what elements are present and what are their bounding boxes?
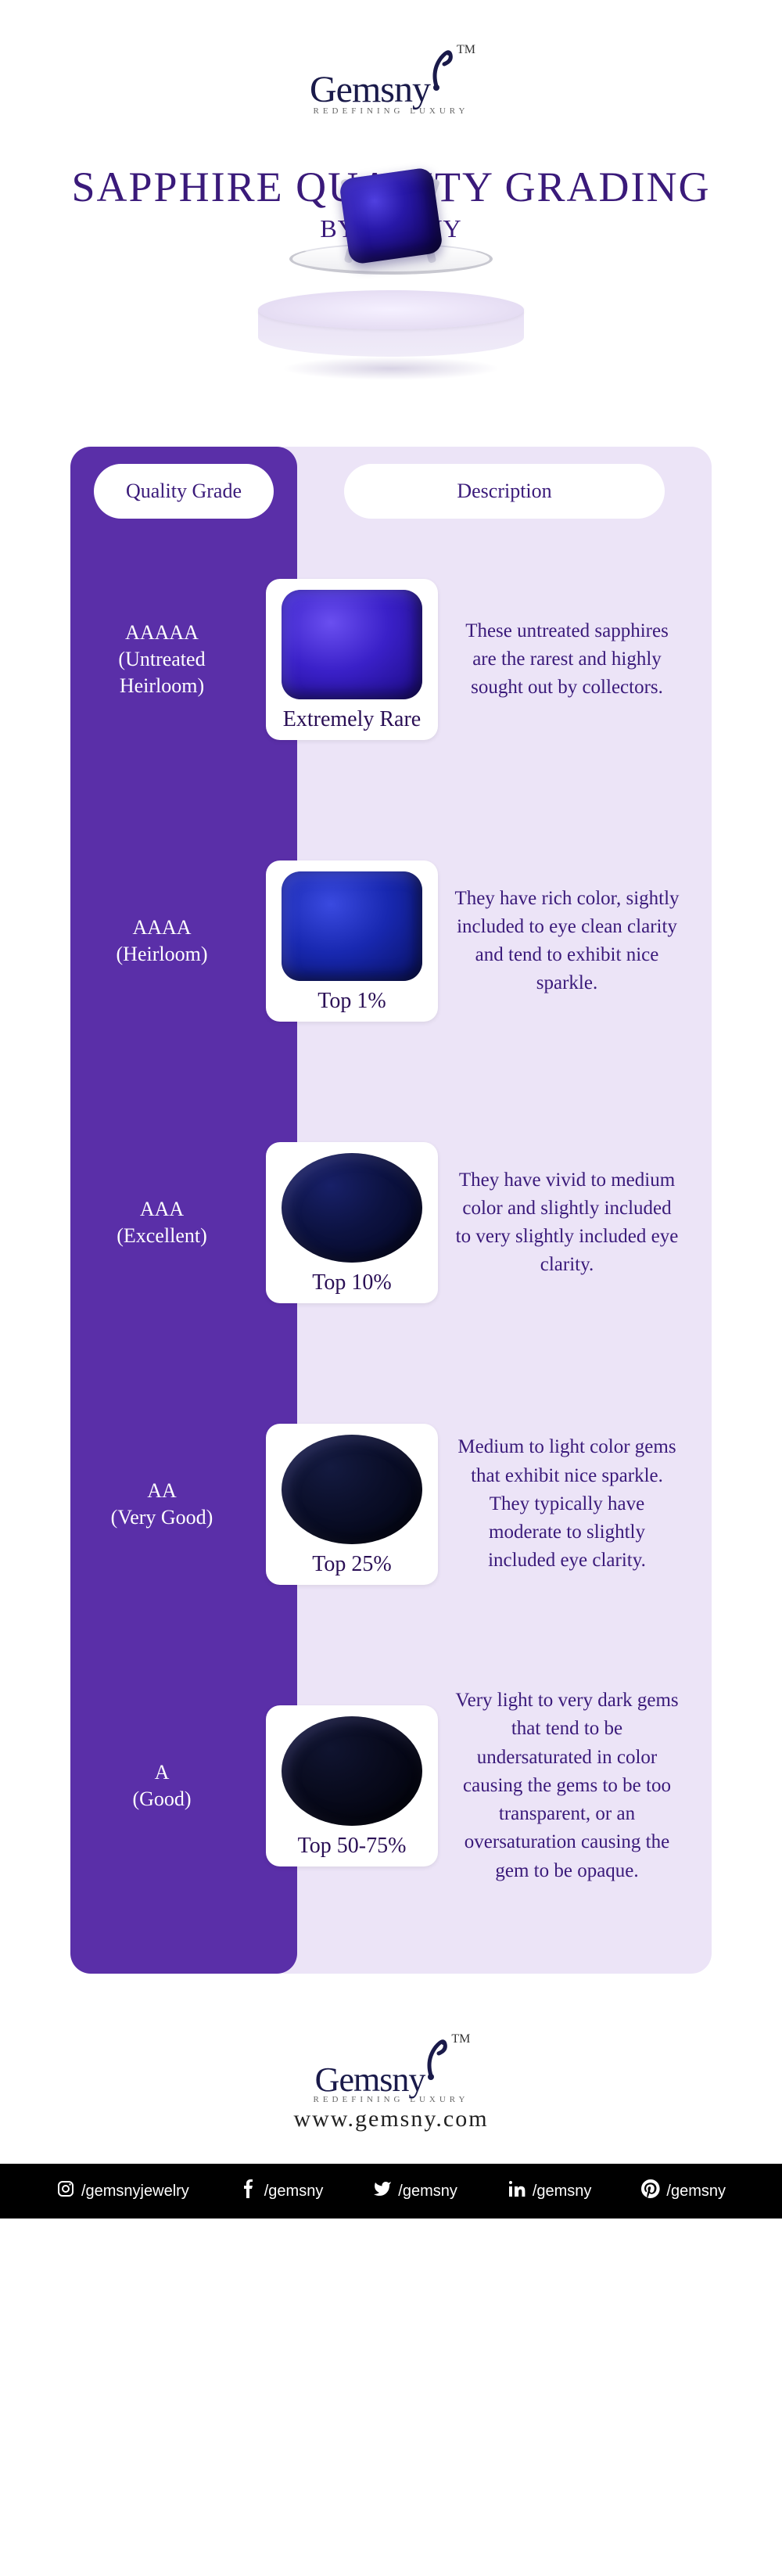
social-link-twitter[interactable]: /gemsny — [373, 2179, 457, 2203]
grade-description: Very light to very dark gems that tend t… — [454, 1687, 680, 1885]
grade-label: AA(Very Good) — [88, 1478, 236, 1531]
grade-label: AAAAA(Untreated Heirloom) — [88, 620, 236, 699]
gem-card: Top 10% — [266, 1142, 438, 1303]
linkedin-icon — [508, 2179, 526, 2203]
grade-code: AA — [88, 1478, 236, 1504]
gem-card: Top 25% — [266, 1424, 438, 1585]
grade-description: These untreated sapphires are the rarest… — [454, 617, 680, 702]
social-link-facebook[interactable]: /gemsny — [239, 2179, 324, 2203]
social-bar: /gemsnyjewelry/gemsny/gemsny/gemsny/gems… — [0, 2164, 782, 2219]
grade-row-left: AAA(Excellent)Top 10% — [70, 1082, 297, 1363]
social-link-linkedin[interactable]: /gemsny — [508, 2179, 592, 2203]
social-handle: /gemsny — [666, 2183, 726, 2201]
twitter-icon — [373, 2179, 392, 2203]
brand-name: Gemsny — [310, 68, 430, 111]
grade-row-left: AAAA(Heirloom)Top 1% — [70, 800, 297, 1082]
trademark-symbol: TM — [457, 43, 475, 56]
gem-illustration — [282, 871, 422, 981]
social-handle: /gemsny — [398, 2183, 457, 2201]
grade-description: They have rich color, sightly included t… — [454, 885, 680, 998]
grade-sublabel: (Good) — [88, 1786, 236, 1813]
grade-label: AAA(Excellent) — [88, 1196, 236, 1249]
social-link-instagram[interactable]: /gemsnyjewelry — [56, 2179, 189, 2203]
gem-illustration — [282, 1435, 422, 1544]
instagram-icon — [56, 2179, 75, 2203]
grade-label: A(Good) — [88, 1759, 236, 1813]
footer-url: www.gemsny.com — [0, 2106, 782, 2164]
gem-caption: Top 50-75% — [277, 1834, 427, 1859]
grading-table: Quality Grade AAAAA(Untreated Heirloom)E… — [70, 447, 712, 1974]
infographic-page: GemsnyTM REDEFINING LUXURY SAPPHIRE QUAL… — [0, 0, 782, 2219]
footer-brand-name: Gemsny — [315, 2060, 425, 2100]
pinterest-icon — [641, 2179, 660, 2203]
grade-row-left: AAAAA(Untreated Heirloom)Extremely Rare — [70, 519, 297, 800]
grade-sublabel: (Heirloom) — [88, 941, 236, 968]
social-handle: /gemsnyjewelry — [81, 2183, 189, 2201]
gem-card: Extremely Rare — [266, 579, 438, 740]
hero-sapphire-gem — [339, 167, 443, 265]
grade-description: Medium to light color gems that exhibit … — [454, 1433, 680, 1575]
social-handle: /gemsny — [264, 2183, 324, 2201]
footer-logo-block: GemsnyTM REDEFINING LUXURY — [0, 1974, 782, 2104]
grade-label: AAAA(Heirloom) — [88, 914, 236, 968]
grade-sublabel: (Excellent) — [88, 1223, 236, 1249]
social-handle: /gemsny — [533, 2183, 592, 2201]
brand-swirl-icon — [430, 47, 454, 94]
hero-ring-illustration — [0, 243, 782, 447]
quality-grade-column: Quality Grade AAAAA(Untreated Heirloom)E… — [70, 447, 297, 1974]
grade-code: AAA — [88, 1196, 236, 1223]
grade-code: AAAAA — [88, 620, 236, 646]
gem-card: Top 1% — [266, 860, 438, 1022]
grade-code: AAAA — [88, 914, 236, 941]
quality-grade-header: Quality Grade — [94, 464, 274, 519]
facebook-icon — [239, 2179, 258, 2203]
social-link-pinterest[interactable]: /gemsny — [641, 2179, 726, 2203]
gem-illustration — [282, 1153, 422, 1263]
grade-row-left: AA(Very Good)Top 25% — [70, 1363, 297, 1645]
gem-caption: Top 25% — [277, 1552, 427, 1577]
footer-brand-swirl-icon — [425, 2036, 448, 2083]
gem-card: Top 50-75% — [266, 1705, 438, 1866]
grade-description: They have vivid to medium color and slig… — [454, 1166, 680, 1280]
grade-row-left: A(Good)Top 50-75% — [70, 1645, 297, 1927]
footer-trademark-symbol: TM — [451, 2032, 470, 2046]
description-header: Description — [344, 464, 665, 519]
gem-illustration — [282, 1716, 422, 1826]
gem-illustration — [282, 590, 422, 699]
gem-caption: Extremely Rare — [277, 707, 427, 732]
grade-sublabel: (Untreated Heirloom) — [88, 646, 236, 699]
gem-caption: Top 10% — [277, 1270, 427, 1295]
gem-caption: Top 1% — [277, 989, 427, 1014]
grade-code: A — [88, 1759, 236, 1786]
header-logo-block: GemsnyTM REDEFINING LUXURY — [0, 0, 782, 147]
grade-sublabel: (Very Good) — [88, 1504, 236, 1531]
